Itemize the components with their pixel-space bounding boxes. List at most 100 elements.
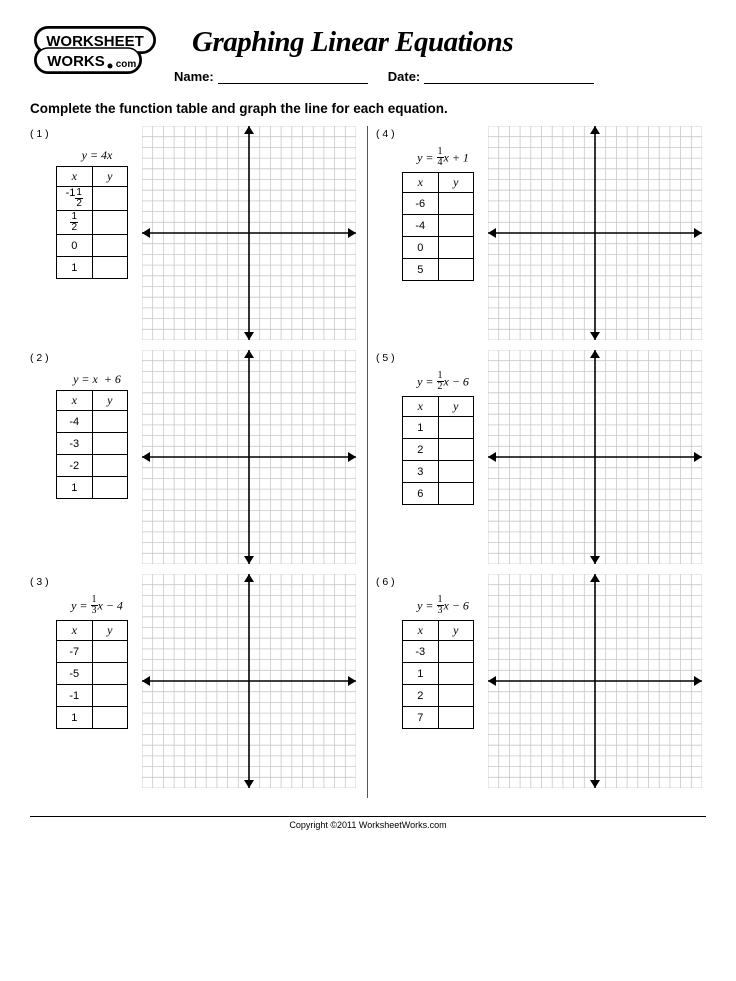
function-table: x y -4 -3 -2 1: [56, 390, 128, 499]
table-row: -4: [403, 215, 474, 237]
y-cell[interactable]: [438, 417, 474, 439]
graph-area[interactable]: [488, 574, 702, 788]
x-header: x: [403, 173, 439, 193]
table-row: 1: [403, 663, 474, 685]
coordinate-grid: [142, 350, 356, 564]
coordinate-grid: [142, 574, 356, 788]
table-row: 1: [57, 477, 128, 499]
x-cell: -6: [403, 193, 439, 215]
coordinate-grid: [488, 126, 702, 340]
y-cell[interactable]: [438, 663, 473, 685]
equation: y = 12x − 6: [402, 372, 484, 393]
y-cell[interactable]: [438, 641, 473, 663]
graph-area[interactable]: [488, 126, 702, 340]
table-row: 1: [57, 707, 128, 729]
date-blank[interactable]: [424, 70, 594, 84]
graph-area[interactable]: [488, 350, 702, 564]
problem-left: y = x + 6 x y -4 -3 -2 1: [56, 350, 138, 499]
coordinate-grid: [142, 126, 356, 340]
graph-area[interactable]: [142, 574, 356, 788]
logo-line2: WORKS: [47, 53, 105, 70]
header-right: Graphing Linear Equations Name: Date:: [174, 24, 706, 84]
instructions: Complete the function table and graph th…: [30, 101, 706, 116]
y-cell[interactable]: [438, 237, 473, 259]
y-header: y: [438, 621, 473, 641]
table-row: -2: [57, 455, 128, 477]
y-cell[interactable]: [438, 439, 474, 461]
y-cell[interactable]: [92, 187, 127, 211]
table-row: 0: [403, 237, 474, 259]
problem-number: ( 3 ): [30, 574, 56, 588]
problem: ( 2 ) y = x + 6 x y -4 -3 -2 1: [30, 350, 359, 564]
y-cell[interactable]: [92, 211, 127, 235]
y-cell[interactable]: [92, 685, 127, 707]
x-cell: 1: [57, 257, 93, 279]
table-row: -4: [57, 411, 128, 433]
problem-number: ( 2 ): [30, 350, 56, 364]
x-cell: 7: [403, 707, 439, 729]
date-field: Date:: [388, 69, 595, 84]
problem-number: ( 1 ): [30, 126, 56, 140]
x-cell: -3: [57, 433, 93, 455]
y-header: y: [438, 173, 473, 193]
table-row: 1: [57, 257, 128, 279]
problem: ( 5 ) y = 12x − 6 x y 1 2 3 6: [376, 350, 706, 564]
problem-left: y = 13x − 6 x y -3 1 2 7: [402, 574, 484, 729]
y-cell[interactable]: [92, 433, 127, 455]
y-cell[interactable]: [92, 455, 127, 477]
name-label: Name:: [174, 69, 214, 84]
y-cell[interactable]: [438, 259, 473, 281]
date-label: Date:: [388, 69, 421, 84]
table-row: 2: [403, 439, 474, 461]
table-row: -1: [57, 685, 128, 707]
y-cell[interactable]: [92, 411, 127, 433]
x-cell: 5: [403, 259, 439, 281]
y-header: y: [92, 621, 127, 641]
problem: ( 3 ) y = 13x − 4 x y -7 -5 -1 1: [30, 574, 359, 788]
y-cell[interactable]: [92, 663, 127, 685]
y-cell[interactable]: [92, 257, 127, 279]
x-cell: 6: [403, 483, 439, 505]
function-table: x y -3 1 2 7: [402, 620, 474, 729]
y-cell[interactable]: [92, 477, 127, 499]
graph-area[interactable]: [142, 126, 356, 340]
problem-number: ( 6 ): [376, 574, 402, 588]
graph-area[interactable]: [142, 350, 356, 564]
logo-tld: com: [116, 59, 137, 70]
y-cell[interactable]: [92, 641, 127, 663]
table-row: 0: [57, 235, 128, 257]
equation: y = 13x − 4: [56, 596, 138, 617]
y-cell[interactable]: [438, 707, 473, 729]
table-row: 7: [403, 707, 474, 729]
y-cell[interactable]: [92, 707, 127, 729]
table-header-row: x y: [57, 167, 128, 187]
problem-number: ( 5 ): [376, 350, 402, 364]
y-cell[interactable]: [438, 193, 473, 215]
y-cell[interactable]: [438, 483, 474, 505]
equation: y = 4x: [56, 148, 138, 163]
y-cell[interactable]: [92, 235, 127, 257]
x-cell: 1: [57, 707, 93, 729]
x-cell: -7: [57, 641, 93, 663]
y-cell[interactable]: [438, 461, 474, 483]
x-cell: 3: [403, 461, 439, 483]
x-header: x: [57, 391, 93, 411]
table-row: -6: [403, 193, 474, 215]
x-header: x: [403, 621, 439, 641]
x-cell: 0: [57, 235, 93, 257]
right-column: ( 4 ) y = 14x + 1 x y -6 -4 0 5: [368, 126, 706, 798]
x-cell: 1: [57, 477, 93, 499]
x-header: x: [403, 397, 439, 417]
table-row: 1: [403, 417, 474, 439]
table-row: -5: [57, 663, 128, 685]
table-row: 5: [403, 259, 474, 281]
y-cell[interactable]: [438, 685, 473, 707]
logo: WORKSHEET WORKS com: [30, 24, 160, 85]
table-row: -7: [57, 641, 128, 663]
x-cell: 1: [403, 417, 439, 439]
x-cell: -112: [57, 187, 93, 211]
table-row: -112: [57, 187, 128, 211]
y-cell[interactable]: [438, 215, 473, 237]
name-blank[interactable]: [218, 70, 368, 84]
worksheet-page: WORKSHEET WORKS com Graphing Linear Equa…: [0, 0, 736, 808]
